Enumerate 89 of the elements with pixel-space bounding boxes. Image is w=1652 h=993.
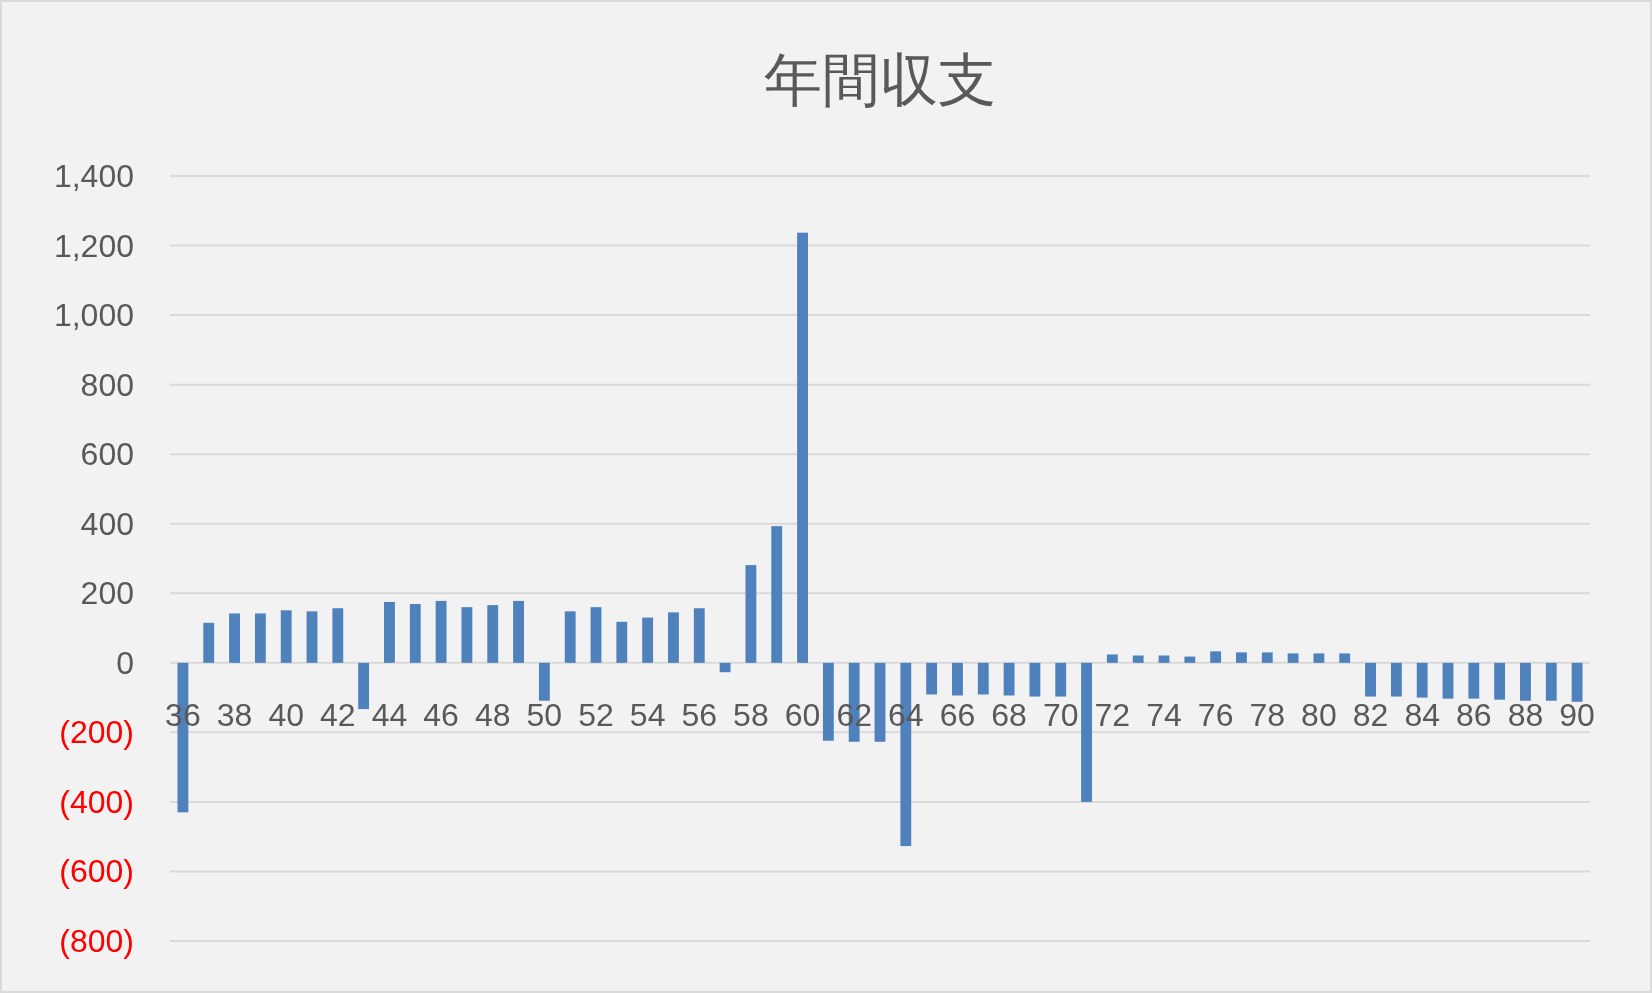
x-tick-label: 52 <box>578 696 614 733</box>
bar <box>616 621 628 663</box>
bar <box>1106 654 1118 663</box>
bar <box>203 622 215 663</box>
x-tick-label: 40 <box>268 696 304 733</box>
bar <box>1287 653 1299 663</box>
x-tick-label: 72 <box>1094 696 1131 733</box>
y-tick-label: 1,400 <box>53 158 134 194</box>
bar <box>822 662 834 741</box>
bar <box>280 610 292 663</box>
x-tick-label: 60 <box>784 696 821 733</box>
bar <box>435 600 447 663</box>
x-tick-label: 44 <box>371 696 408 733</box>
bar <box>1210 651 1222 663</box>
x-tick-label: 68 <box>991 696 1027 733</box>
y-tick-label: (200) <box>59 714 134 751</box>
bar <box>745 565 757 663</box>
bar <box>771 526 783 663</box>
x-tick-label: 74 <box>1146 696 1182 733</box>
bar <box>306 611 318 663</box>
x-tick-label: 50 <box>526 696 563 733</box>
bar <box>1132 655 1144 663</box>
bar <box>977 662 989 695</box>
y-tick-label: 600 <box>80 436 134 473</box>
x-tick-label: 88 <box>1507 696 1544 733</box>
y-tick-label: 1,200 <box>53 227 134 264</box>
bar <box>487 605 499 663</box>
bar <box>797 232 808 663</box>
bar <box>1494 662 1506 700</box>
bar <box>1545 662 1557 701</box>
bar <box>1365 662 1376 697</box>
bar <box>719 662 731 673</box>
bar <box>538 662 550 701</box>
y-tick-label: 1,000 <box>53 297 134 334</box>
bar <box>1261 652 1273 663</box>
x-tick-label: 84 <box>1404 696 1440 733</box>
bar <box>1520 662 1531 701</box>
x-tick-label: 82 <box>1352 696 1389 733</box>
bar <box>1081 662 1092 802</box>
bar <box>461 607 473 663</box>
x-tick-label: 86 <box>1456 696 1492 733</box>
bar <box>874 662 886 742</box>
bar <box>1029 662 1041 697</box>
bar <box>358 662 370 710</box>
bar <box>668 612 679 663</box>
bar <box>254 613 266 663</box>
bar <box>693 608 705 663</box>
bar <box>1313 653 1325 663</box>
bar <box>1416 662 1428 698</box>
y-tick-label: (800) <box>59 923 134 959</box>
x-tick-label: 42 <box>320 696 356 733</box>
bar <box>1184 656 1196 663</box>
bar <box>1236 652 1247 663</box>
bar <box>926 662 938 695</box>
bar <box>1468 662 1480 699</box>
bar <box>1339 653 1351 663</box>
bar <box>1390 662 1402 697</box>
x-tick-label: 48 <box>474 696 511 733</box>
chart-title: 年間収支 <box>764 47 996 112</box>
bar <box>564 611 576 663</box>
bar <box>409 604 421 663</box>
y-tick-label: (400) <box>59 783 134 820</box>
x-tick-label: 56 <box>681 696 718 733</box>
bar <box>229 613 240 663</box>
x-tick-label: 80 <box>1301 696 1337 733</box>
x-tick-label: 54 <box>629 696 666 733</box>
x-tick-label: 38 <box>216 696 253 733</box>
y-tick-label: (600) <box>59 853 134 890</box>
y-tick-label: 800 <box>80 366 134 403</box>
bar <box>332 608 344 663</box>
x-tick-label: 70 <box>1042 696 1079 733</box>
y-tick-label: 200 <box>80 575 134 612</box>
x-tick-label: 78 <box>1249 696 1286 733</box>
bar <box>1055 662 1067 697</box>
bar <box>1003 662 1015 696</box>
bar <box>384 601 395 663</box>
y-tick-label: 400 <box>80 505 134 542</box>
bar <box>1571 662 1583 702</box>
x-tick-label: 46 <box>423 696 459 733</box>
x-tick-label: 76 <box>1197 696 1234 733</box>
x-tick-label: 66 <box>939 696 976 733</box>
bar <box>642 617 654 663</box>
bar <box>590 607 602 663</box>
x-tick-label: 90 <box>1559 696 1595 733</box>
x-tick-label: 58 <box>733 696 769 733</box>
y-tick-label: 0 <box>116 644 134 681</box>
bar <box>513 600 524 663</box>
bar <box>952 662 963 696</box>
bar <box>1442 662 1454 699</box>
